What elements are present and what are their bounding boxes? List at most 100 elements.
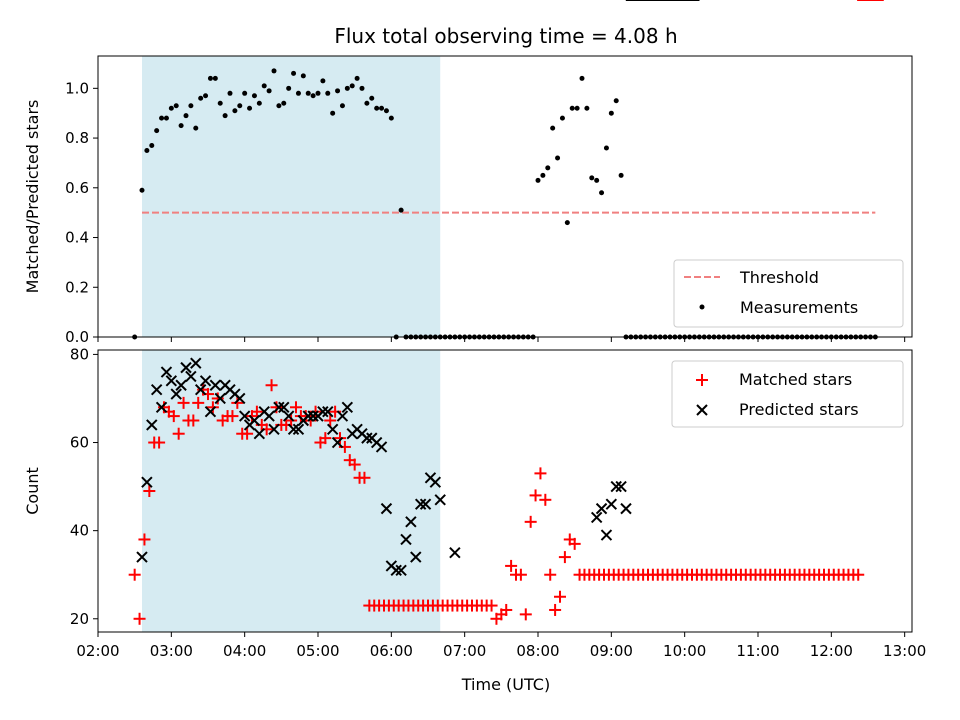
predicted-star-point <box>302 410 314 422</box>
measurement-point <box>555 155 561 161</box>
measurement-point <box>398 207 404 213</box>
measurement-point <box>379 105 385 111</box>
predicted-star-point <box>317 405 329 418</box>
measurement-point <box>251 93 257 99</box>
matched-star-point <box>554 590 566 603</box>
predicted-star-point <box>610 480 622 493</box>
matched-star-point <box>334 432 346 445</box>
predicted-star-point <box>194 383 207 396</box>
matched-star-point <box>133 612 146 625</box>
matched-star-point <box>544 568 557 581</box>
measurement-point <box>300 73 306 79</box>
predicted-star-point <box>268 423 280 436</box>
predicted-star-point <box>170 388 182 400</box>
predicted-star-point <box>429 476 442 488</box>
measurement-point <box>281 100 287 106</box>
measurements-legend-swatch <box>699 304 705 310</box>
matched-star-point <box>549 603 562 616</box>
matched-star-point <box>241 427 254 440</box>
measurement-point <box>183 113 189 119</box>
measurement-point <box>325 90 331 96</box>
observing-window-shade-bottom <box>142 350 441 632</box>
measurement-point <box>271 68 277 74</box>
matched-star-point <box>128 568 141 581</box>
matched-star-point <box>500 603 513 616</box>
top-panel-y-axis-label: Matched/Predicted stars <box>23 100 42 294</box>
matched-star-point <box>187 414 200 427</box>
measurement-point <box>144 147 150 153</box>
y-tick-label: 0.6 <box>65 179 89 197</box>
matched-star-point <box>167 410 180 423</box>
measurement-point <box>286 85 292 91</box>
measurement-point <box>618 172 624 178</box>
predicted-star-point <box>146 419 158 431</box>
measurement-point <box>247 105 253 111</box>
predicted-star-point <box>238 410 251 422</box>
measurement-point <box>256 100 262 106</box>
predicted-star-point <box>380 502 393 515</box>
predicted-star-point <box>449 546 461 559</box>
measurement-point <box>564 220 570 226</box>
x-axis-label: Time (UTC) <box>461 675 550 694</box>
measurement-point <box>579 75 585 81</box>
measurement-point <box>149 143 155 149</box>
predicted-star-point <box>155 401 168 413</box>
predicted-star-point <box>282 410 295 422</box>
measurement-point <box>154 128 160 134</box>
y-tick-label: 20 <box>70 610 89 628</box>
measurement-point <box>349 83 355 89</box>
measurement-point <box>569 105 575 111</box>
predicted-star-point <box>150 383 163 396</box>
predicted-star-point <box>390 564 402 577</box>
matched-star-point <box>524 515 537 528</box>
measurement-point <box>193 125 199 131</box>
predicted-star-point <box>141 476 153 488</box>
matched-star-point <box>265 379 278 392</box>
y-tick-label: 1.0 <box>65 79 89 97</box>
predicted-star-point <box>248 414 261 427</box>
x-tick-label: 05:00 <box>296 642 339 660</box>
matched-star-point <box>192 396 205 409</box>
predicted-legend-label: Predicted stars <box>739 400 859 419</box>
matched-star-point <box>505 559 518 572</box>
measurement-point <box>212 75 218 81</box>
matched-star-point <box>226 410 239 423</box>
top-panel-frame <box>97 55 913 338</box>
predicted-star-point <box>414 498 427 510</box>
predicted-star-point <box>331 436 344 449</box>
y-tick-label: 80 <box>70 345 89 363</box>
predicted-star-point <box>395 564 407 577</box>
predicted-star-point <box>199 375 212 387</box>
predicted-star-point <box>326 423 339 436</box>
matched-star-point <box>231 396 244 409</box>
measurement-point <box>163 115 169 121</box>
x-tick-label: 06:00 <box>370 642 413 660</box>
measurement-point <box>364 100 370 106</box>
x-tick-label: 08:00 <box>516 642 559 660</box>
measurements-legend-label: Measurements <box>740 298 858 317</box>
y-tick-label: 0.4 <box>65 229 89 247</box>
predicted-star-point <box>175 379 187 391</box>
measurement-point <box>613 98 619 104</box>
x-tick-label: 12:00 <box>810 642 853 660</box>
measurement-point <box>207 75 213 81</box>
measurement-point <box>261 83 267 89</box>
matched-star-point <box>519 608 532 621</box>
y-tick-label: 0.8 <box>65 129 89 147</box>
predicted-star-point <box>419 498 432 510</box>
predicted-star-point <box>336 410 349 422</box>
predicted-star-point <box>590 511 603 524</box>
matched-star-point <box>568 537 581 550</box>
measurement-point <box>266 88 272 94</box>
predicted-star-point <box>273 401 285 413</box>
matched-legend-swatch <box>696 374 708 386</box>
matched-star-point <box>319 432 332 445</box>
x-tick-label: 11:00 <box>736 642 779 660</box>
predicted-star-point <box>263 410 275 422</box>
predicted-star-point <box>405 516 417 528</box>
x-tick-label: 09:00 <box>590 642 633 660</box>
predicted-star-point <box>307 410 319 422</box>
measurement-point <box>237 103 243 109</box>
